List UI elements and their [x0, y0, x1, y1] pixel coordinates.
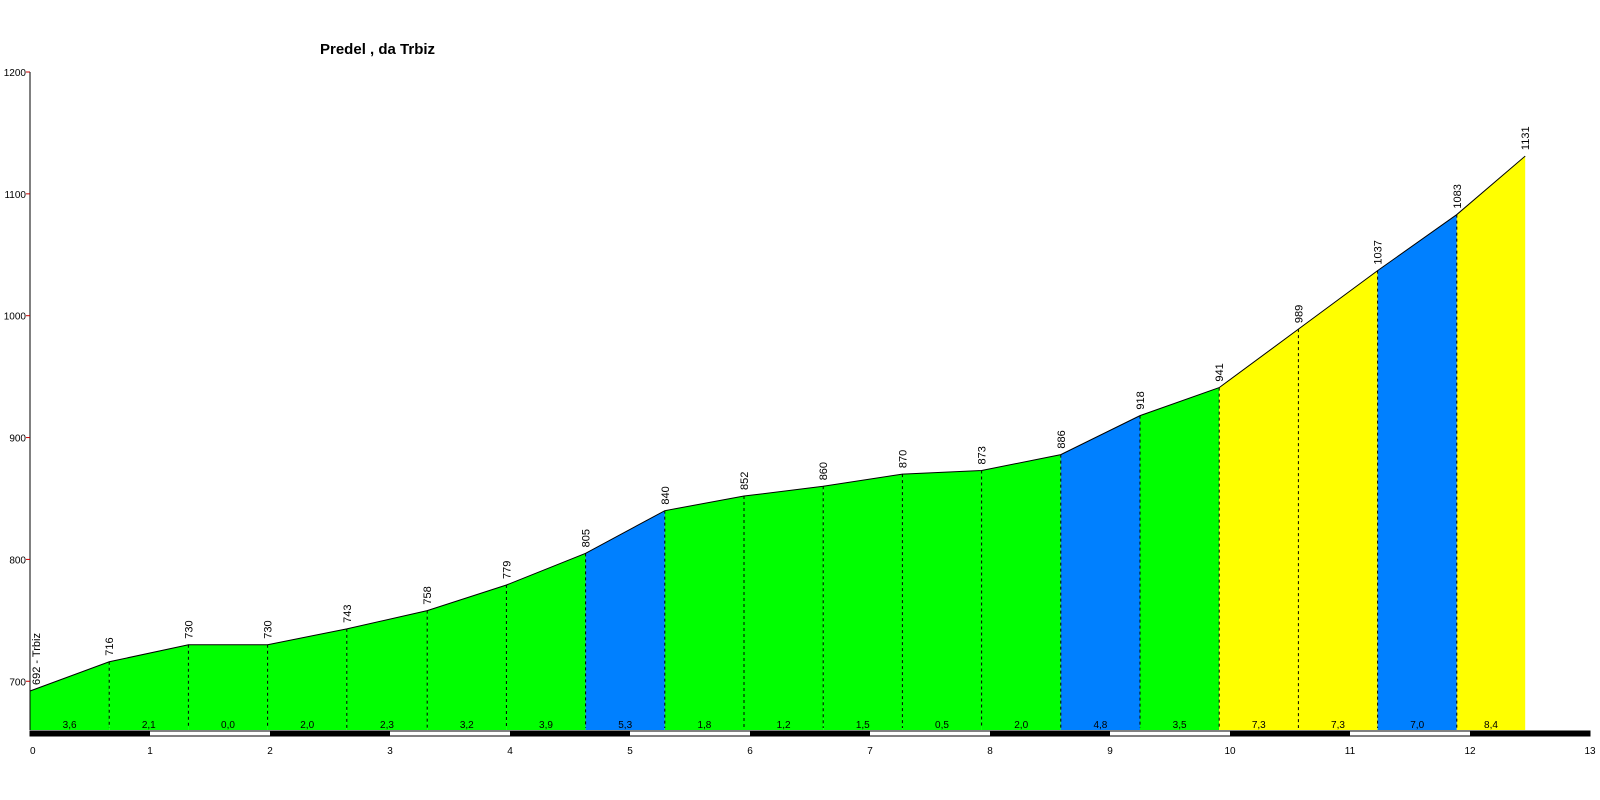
gradient-label: 2,3	[380, 720, 394, 731]
profile-segment	[744, 486, 824, 730]
x-tick-label: 8	[987, 746, 993, 757]
profile-segment	[427, 584, 507, 730]
x-tick-label: 0	[30, 746, 36, 757]
gradient-label: 4,8	[1093, 720, 1107, 731]
gradient-label: 3,6	[63, 720, 77, 731]
y-tick-label: 800	[9, 555, 26, 566]
elevation-label: 730	[183, 620, 195, 638]
x-tick-label: 2	[267, 746, 273, 757]
x-tick-label: 9	[1107, 746, 1113, 757]
profile-segment	[823, 474, 903, 730]
x-tick-label: 5	[627, 746, 633, 757]
elevation-label: 860	[818, 462, 830, 480]
gradient-label: 7,3	[1252, 720, 1266, 731]
y-axis: 700 800 900 1000 1100 1200	[4, 68, 31, 730]
x-axis: 0 1 2 3 4 5 6 7 8 9 10 11 12 13	[30, 746, 1596, 757]
elevation-label: 840	[660, 486, 672, 504]
y-tick-label: 1000	[4, 312, 27, 323]
scale-bar-segment	[1470, 731, 1590, 736]
profile-segment	[188, 644, 268, 730]
y-tick-label: 1100	[4, 190, 26, 201]
gradient-label: 1,2	[777, 720, 791, 731]
profile-segment	[1140, 387, 1220, 730]
elevation-label: 1131	[1520, 126, 1532, 150]
profile-segment	[1377, 214, 1457, 731]
scale-bar-segment	[750, 731, 870, 736]
gradient-labels: 3,6 2,1 0,0 2,0 2,3 3,2 3,9 5,3 1,8 1,2 1,5 0,5 2,0 4…	[63, 720, 1499, 731]
gradient-label: 2,0	[1014, 720, 1028, 731]
gradient-label: 1,8	[697, 720, 711, 731]
elevation-label: 1037	[1373, 240, 1385, 264]
profile-segment	[1060, 415, 1140, 730]
elevation-label: 886	[1056, 430, 1068, 448]
x-tick-label: 11	[1345, 746, 1356, 757]
gradient-label: 2,0	[300, 720, 314, 731]
elevation-label: 941	[1214, 363, 1226, 381]
elevation-label: 743	[342, 605, 354, 623]
gradient-label: 8,4	[1484, 720, 1498, 731]
scale-bar-segment	[1230, 731, 1350, 736]
elevation-label: 758	[422, 586, 434, 604]
elevation-label: 852	[739, 472, 751, 490]
gradient-label: 7,0	[1410, 720, 1424, 731]
profile-segment	[664, 496, 744, 730]
gradient-label: 0,5	[935, 720, 949, 731]
elevation-label: 716	[104, 637, 116, 655]
x-tick-label: 10	[1224, 746, 1236, 757]
profile-segment	[1219, 329, 1299, 730]
y-tick-label: 1200	[4, 68, 27, 79]
profile-segment	[585, 510, 665, 730]
profile-segment	[30, 661, 110, 730]
chart-title: Predel , da Trbiz	[320, 41, 435, 58]
elevation-label: 873	[977, 446, 989, 464]
profile-segment	[1456, 156, 1526, 731]
gradient-label: 7,3	[1331, 720, 1345, 731]
profile-segment	[267, 628, 347, 730]
segment-dividers	[108, 214, 1458, 728]
scale-bar-segment	[990, 731, 1110, 736]
elevation-labels: 692 - Trbiz 716 730 730 743 758 779 805 840 852 86…	[31, 126, 1532, 685]
profile-segment	[109, 644, 189, 730]
profile-segment	[346, 610, 428, 730]
gradient-label: 3,2	[460, 720, 474, 731]
profile-segments	[30, 156, 1526, 731]
profile-line	[29, 155, 1526, 692]
x-tick-label: 6	[747, 746, 753, 757]
scale-bar-segment	[510, 731, 630, 736]
gradient-label: 0,0	[221, 720, 235, 731]
profile-segment	[506, 553, 586, 730]
profile-outline	[29, 155, 1526, 692]
gradient-label: 3,9	[539, 720, 553, 731]
x-tick-label: 13	[1584, 746, 1596, 757]
profile-segment	[902, 470, 982, 730]
elevation-label: 805	[581, 529, 593, 547]
elevation-label: 918	[1135, 391, 1147, 409]
elevation-label: 730	[263, 620, 275, 638]
gradient-label: 2,1	[142, 720, 156, 731]
elevation-label: 1083	[1452, 184, 1464, 208]
y-tick-label: 700	[9, 677, 26, 688]
distance-scale-bar	[29, 730, 1591, 737]
scale-bar-segment	[270, 731, 390, 736]
x-tick-label: 7	[867, 746, 873, 757]
elevation-label: 989	[1293, 305, 1305, 323]
x-tick-label: 4	[507, 746, 513, 757]
y-tick-label: 900	[9, 434, 26, 445]
elevation-label: 870	[897, 450, 909, 468]
gradient-label: 5,3	[618, 720, 632, 731]
profile-segment	[1298, 270, 1378, 730]
elevation-label: 692 - Trbiz	[31, 633, 43, 685]
gradient-label: 1,5	[856, 720, 870, 731]
x-tick-label: 12	[1464, 746, 1476, 757]
gradient-label: 3,5	[1173, 720, 1187, 731]
x-tick-label: 1	[147, 746, 153, 757]
elevation-label: 779	[501, 561, 513, 579]
scale-bar-segment	[30, 731, 150, 736]
profile-segment	[981, 454, 1061, 730]
x-tick-label: 3	[387, 746, 393, 757]
